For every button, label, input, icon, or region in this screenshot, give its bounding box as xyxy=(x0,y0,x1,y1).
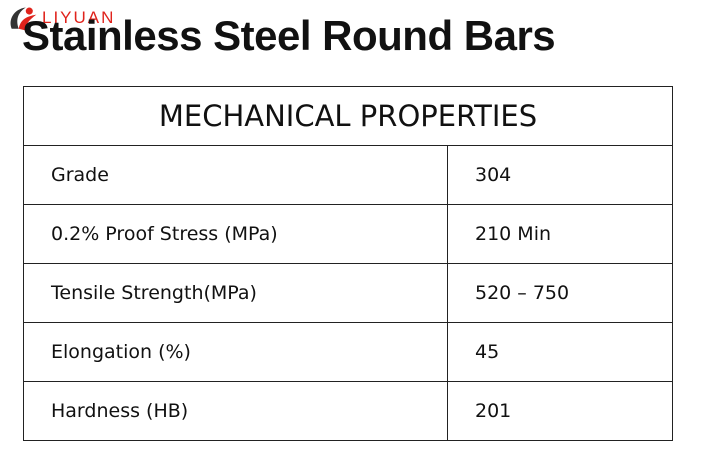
table-title: MECHANICAL PROPERTIES xyxy=(23,86,673,146)
table-row: Tensile Strength(MPa) 520 – 750 xyxy=(23,263,673,323)
property-value: 210 Min xyxy=(447,204,673,264)
table-row: Elongation (%) 45 xyxy=(23,322,673,382)
property-name: Elongation (%) xyxy=(23,322,448,382)
logo-text: LIYUAN xyxy=(42,8,116,27)
page-title: Stainless Steel Round Bars xyxy=(22,12,556,59)
property-value: 201 xyxy=(447,381,673,441)
table-row: 0.2% Proof Stress (MPa) 210 Min xyxy=(23,204,673,264)
table-row: Hardness (HB) 201 xyxy=(23,381,673,441)
table-row: Grade 304 xyxy=(23,145,673,205)
property-name: Hardness (HB) xyxy=(23,381,448,441)
property-name: Grade xyxy=(23,145,448,205)
property-name: Tensile Strength(MPa) xyxy=(23,263,448,323)
logo-icon xyxy=(10,7,37,31)
property-value: 520 – 750 xyxy=(447,263,673,323)
property-value: 304 xyxy=(447,145,673,205)
property-name: 0.2% Proof Stress (MPa) xyxy=(23,204,448,264)
property-value: 45 xyxy=(447,322,673,382)
properties-table: MECHANICAL PROPERTIES Grade 304 0.2% Proof… xyxy=(23,86,673,441)
